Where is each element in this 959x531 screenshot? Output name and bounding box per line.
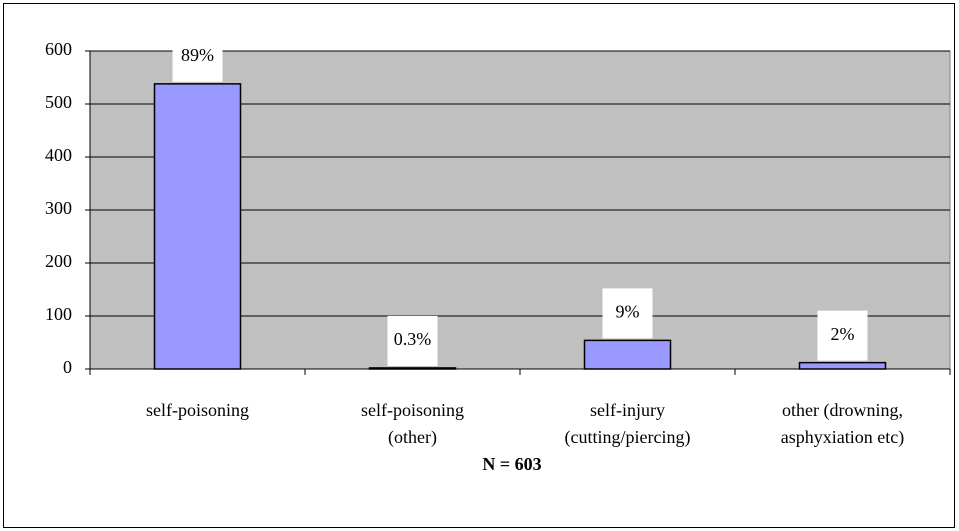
y-tick-label: 200 [45, 251, 72, 271]
value-label: 0.3% [394, 329, 432, 349]
x-tick-label: other (drowning, asphyxiation etc) [780, 400, 905, 447]
y-tick-label: 0 [63, 357, 72, 377]
sample-size-note: N = 603 [482, 454, 541, 474]
x-tick-label: self-poisoning (other) [361, 400, 464, 447]
bar [583, 339, 672, 370]
y-tick-label: 100 [45, 304, 72, 324]
value-label-box [172, 31, 223, 82]
y-tick-label: 600 [45, 39, 72, 59]
value-label-box [387, 315, 438, 366]
x-tick-label: self-injury (cutting/piercing) [564, 400, 691, 447]
bar [153, 83, 242, 370]
value-label: 9% [616, 302, 640, 322]
bar [798, 361, 887, 370]
y-tick-label: 300 [45, 198, 72, 218]
y-tick-label: 500 [45, 92, 72, 112]
bar [368, 367, 457, 370]
value-label-box [817, 310, 868, 361]
x-tick-label: self-poisoning [146, 400, 249, 420]
value-label-box [602, 288, 653, 339]
y-tick-label: 400 [45, 145, 72, 165]
value-label: 89% [181, 45, 214, 65]
value-label: 2% [831, 324, 855, 344]
